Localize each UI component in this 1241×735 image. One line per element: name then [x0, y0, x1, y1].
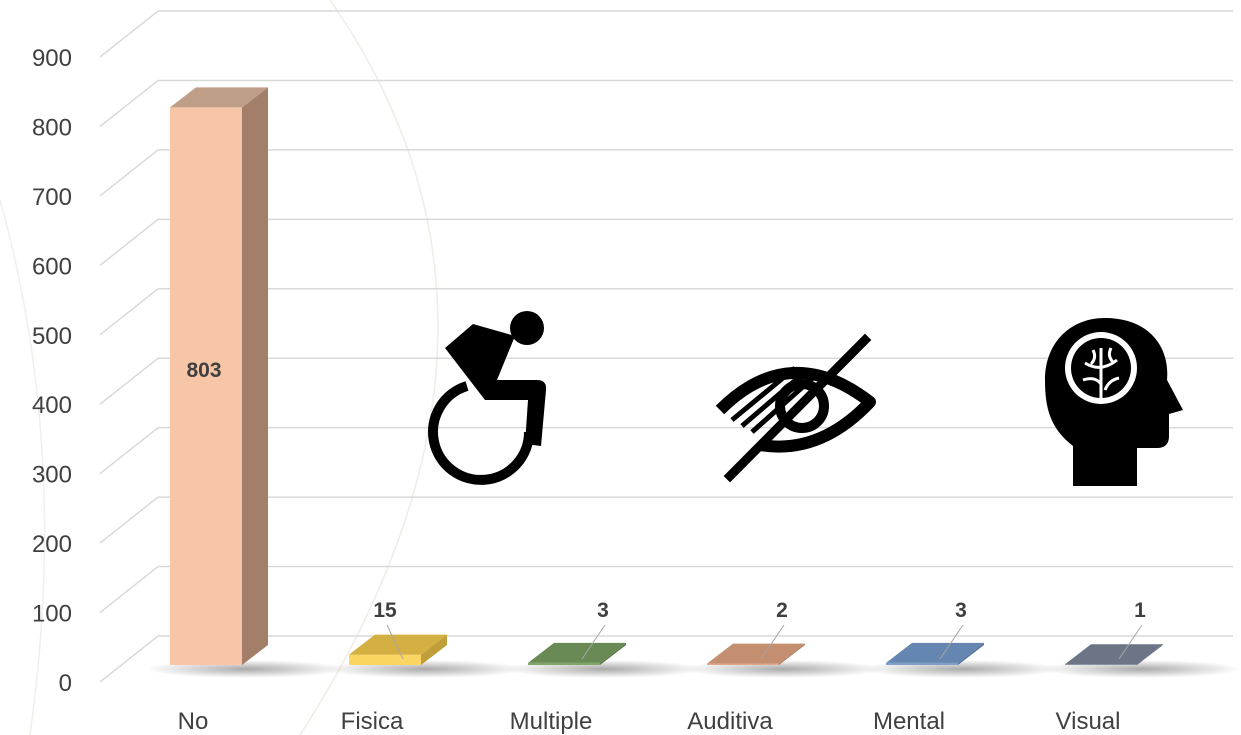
data-label: 2 — [776, 599, 788, 622]
leader-line — [386, 624, 404, 660]
bar-top — [349, 634, 447, 655]
gridline-diagonal — [99, 218, 159, 266]
bar-side — [600, 642, 626, 665]
background-arc — [299, 0, 439, 735]
y-tick-label: 800 — [32, 114, 72, 141]
gridline-diagonal — [99, 565, 159, 614]
bar-top — [886, 642, 984, 663]
bar-side — [242, 87, 268, 666]
x-category-label: No — [178, 708, 209, 735]
y-tick-label: 400 — [32, 392, 72, 419]
leader-line — [939, 624, 964, 660]
data-label: 3 — [597, 599, 609, 622]
gridline-diagonal — [99, 427, 159, 475]
x-category-label: Visual — [1056, 708, 1121, 735]
leader-line — [581, 624, 606, 660]
bar-multiple — [528, 642, 626, 665]
gridline-diagonal — [99, 10, 159, 58]
bar-side — [421, 634, 447, 665]
bar-visual — [1065, 644, 1163, 665]
wheelchair-icon — [428, 311, 547, 485]
bar-side — [1137, 644, 1163, 665]
y-tick-label: 200 — [32, 531, 72, 558]
gridline-diagonal — [99, 357, 159, 405]
bar-side — [779, 643, 805, 665]
bars — [146, 87, 1241, 678]
bar-top — [1065, 644, 1163, 665]
x-category-label: Fisica — [341, 708, 404, 735]
background-arc — [0, 199, 46, 735]
bar-top — [170, 87, 268, 108]
gridline-diagonal — [99, 149, 159, 197]
x-axis-categories: No Fisica Multiple Auditiva Mental Visual — [178, 708, 1121, 735]
gridline-diagonal — [99, 288, 159, 336]
bar-no — [170, 87, 268, 666]
eye-slash-icon — [715, 333, 876, 483]
y-tick-label: 900 — [32, 45, 72, 72]
bar-fisica — [349, 634, 447, 665]
bar-front — [1065, 664, 1137, 665]
bar-top — [528, 642, 626, 663]
data-label: 15 — [373, 599, 397, 622]
gridline-diagonal — [99, 496, 159, 544]
y-tick-label: 300 — [32, 462, 72, 489]
x-category-label: Multiple — [510, 708, 593, 735]
head-brain-icon — [1045, 318, 1183, 486]
bar-top — [707, 643, 805, 664]
y-tick-label: 0 — [59, 670, 72, 697]
data-label: 3 — [955, 599, 967, 622]
bar-front — [528, 662, 600, 665]
data-labels: 803 15 3 2 3 1 — [186, 359, 1146, 660]
y-axis-ticks: 0 100 200 300 400 500 600 700 800 900 — [32, 45, 72, 697]
gridlines — [99, 10, 1233, 683]
y-tick-label: 700 — [32, 184, 72, 211]
gridline-diagonal — [99, 79, 159, 128]
leader-line — [760, 624, 785, 660]
data-label: 803 — [186, 359, 221, 382]
bar-auditiva — [707, 643, 805, 665]
leader-line — [1118, 624, 1143, 660]
data-label: 1 — [1134, 599, 1146, 622]
y-tick-label: 500 — [32, 323, 72, 350]
bar-front — [170, 107, 242, 666]
y-tick-label: 100 — [32, 601, 72, 628]
y-tick-label: 600 — [32, 253, 72, 280]
bar-front — [349, 654, 421, 665]
bar-side — [958, 642, 984, 665]
gridline-diagonal — [99, 635, 159, 683]
x-category-label: Mental — [873, 708, 945, 735]
x-category-label: Auditiva — [687, 708, 773, 735]
bar-front — [707, 663, 779, 665]
bar-mental — [886, 642, 984, 665]
bar-front — [886, 662, 958, 665]
